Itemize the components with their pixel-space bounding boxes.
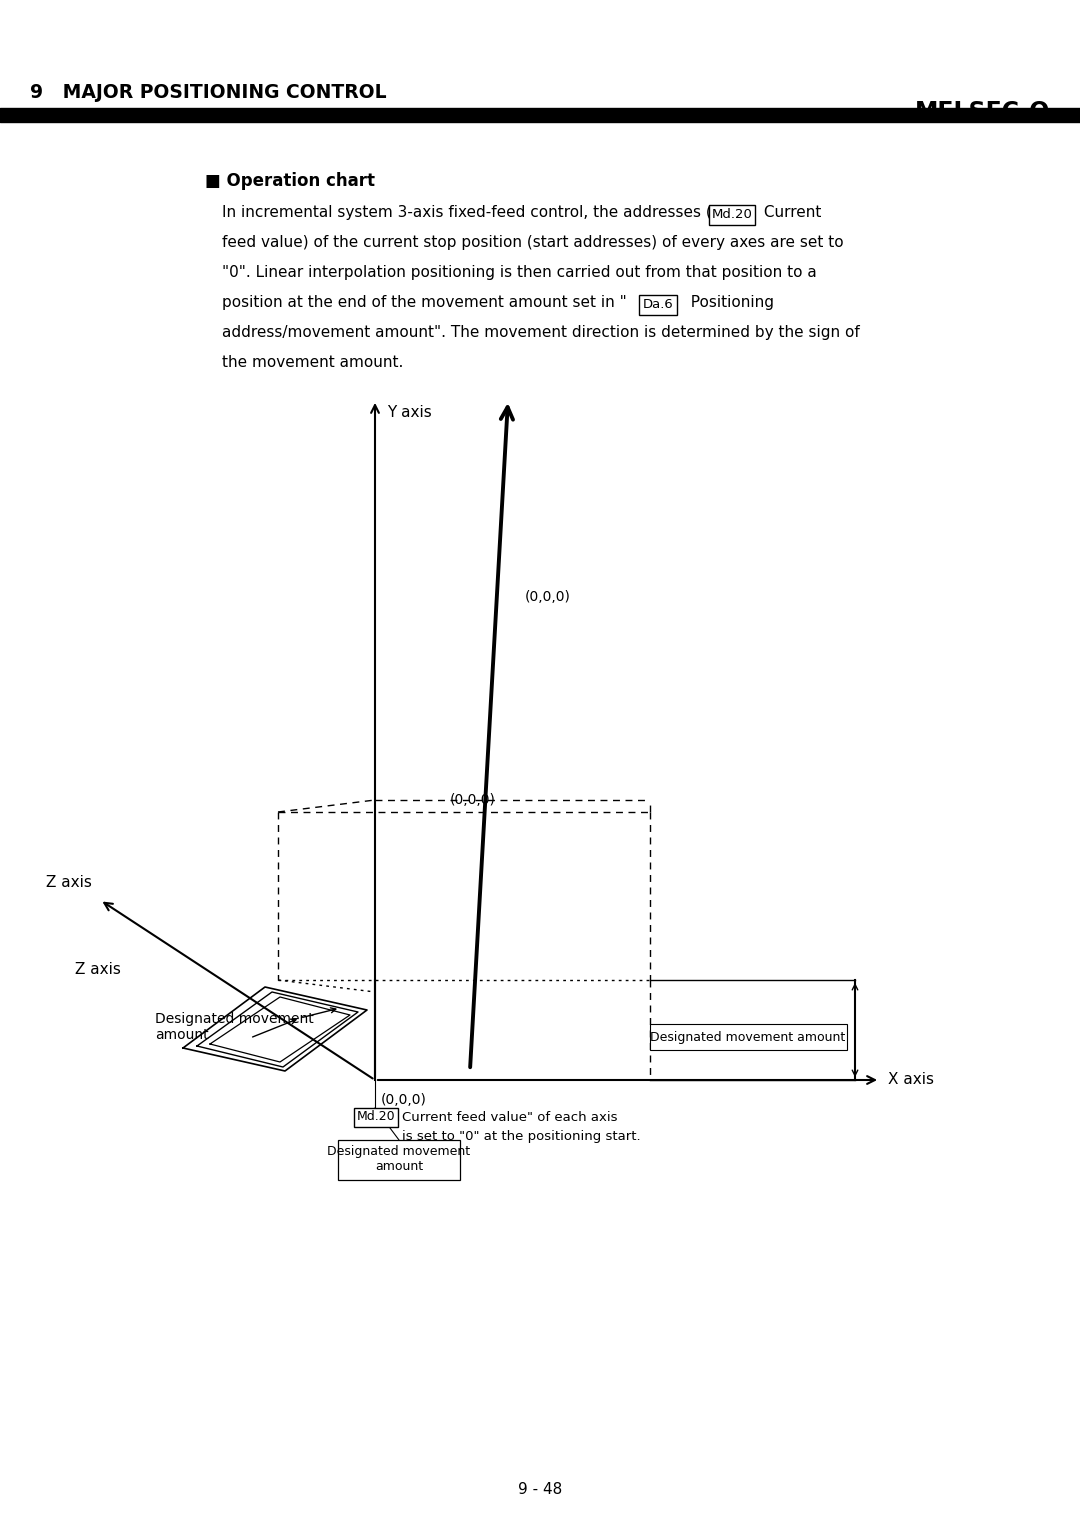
- Text: Md.20: Md.20: [712, 208, 753, 222]
- Text: Z axis: Z axis: [75, 963, 121, 978]
- Text: Y axis: Y axis: [387, 405, 432, 420]
- Text: X axis: X axis: [888, 1073, 934, 1088]
- Text: 9 - 48: 9 - 48: [518, 1482, 562, 1497]
- Text: Designated movement amount: Designated movement amount: [650, 1030, 846, 1044]
- Text: In incremental system 3-axis fixed-feed control, the addresses (: In incremental system 3-axis fixed-feed …: [222, 205, 712, 220]
- FancyBboxPatch shape: [338, 1140, 460, 1180]
- Text: feed value) of the current stop position (start addresses) of every axes are set: feed value) of the current stop position…: [222, 235, 843, 251]
- FancyBboxPatch shape: [354, 1108, 399, 1128]
- Text: ■ Operation chart: ■ Operation chart: [205, 173, 375, 189]
- Text: Designated movement
amount: Designated movement amount: [156, 1012, 314, 1042]
- Text: Current: Current: [759, 205, 822, 220]
- Text: Designated movement
amount: Designated movement amount: [327, 1144, 471, 1174]
- Text: (0,0,0): (0,0,0): [525, 590, 571, 604]
- FancyBboxPatch shape: [639, 295, 677, 315]
- Text: Positioning: Positioning: [681, 295, 774, 310]
- Text: position at the end of the movement amount set in ": position at the end of the movement amou…: [222, 295, 632, 310]
- Text: address/movement amount". The movement direction is determined by the sign of: address/movement amount". The movement d…: [222, 325, 860, 341]
- Text: (0,0,0): (0,0,0): [381, 1093, 427, 1106]
- FancyBboxPatch shape: [650, 1024, 847, 1050]
- Text: Da.6: Da.6: [643, 298, 673, 312]
- Text: "0". Linear interpolation positioning is then carried out from that position to : "0". Linear interpolation positioning is…: [222, 264, 816, 280]
- Text: Md.20: Md.20: [356, 1111, 395, 1123]
- Text: Current feed value" of each axis: Current feed value" of each axis: [402, 1111, 618, 1125]
- Text: MELSEC-Q: MELSEC-Q: [915, 99, 1050, 124]
- Text: 9   MAJOR POSITIONING CONTROL: 9 MAJOR POSITIONING CONTROL: [30, 83, 387, 102]
- Text: the movement amount.: the movement amount.: [222, 354, 403, 370]
- Text: is set to "0" at the positioning start.: is set to "0" at the positioning start.: [402, 1131, 640, 1143]
- Text: (0,0,0): (0,0,0): [450, 793, 496, 807]
- FancyBboxPatch shape: [708, 205, 755, 225]
- Text: Z axis: Z axis: [46, 876, 92, 889]
